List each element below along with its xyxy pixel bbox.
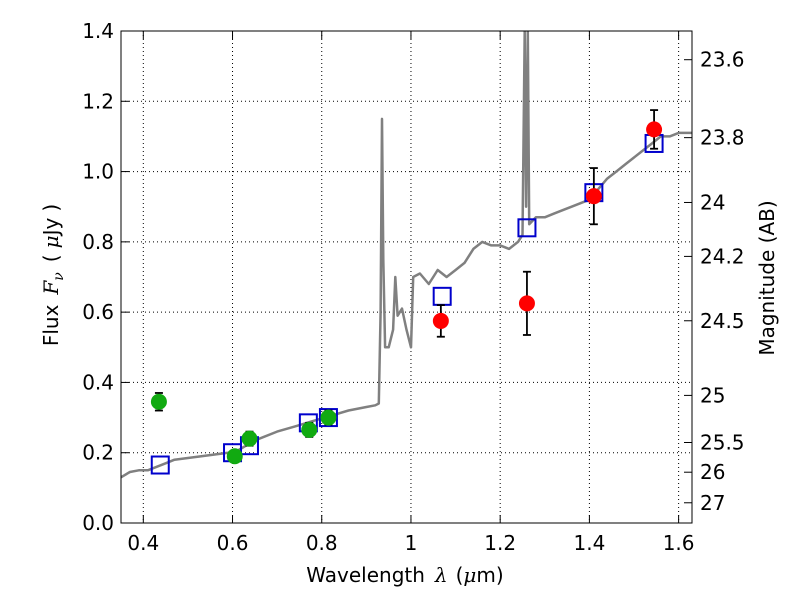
right-tick-label: 25 [700, 383, 725, 407]
x-tick-label: 1 [405, 531, 418, 555]
model-photometry-square [150, 455, 170, 475]
x-tick-label: 1.2 [484, 531, 516, 555]
axis-ticks: 0.4 0.6 0.8 1 1.2 1.4 1.6 0.0 0.2 0.4 0.6 0.8 1.0 1.2… [82, 19, 744, 555]
right-tick-label: 24.5 [700, 309, 745, 333]
observed-flux-point [518, 295, 535, 312]
model-photometry-square [318, 408, 338, 428]
y-tick-label: 1.0 [82, 160, 114, 184]
y-tick-label: 1.2 [82, 89, 114, 113]
y-tick-label: 0.4 [82, 370, 114, 394]
x-tick-label: 1.4 [573, 531, 605, 555]
x-tick-label: 0.4 [127, 531, 159, 555]
observed-flux-point [320, 409, 337, 426]
observed-flux-point [150, 393, 167, 410]
right-tick-label: 23.8 [700, 126, 745, 150]
right-tick-label: 26 [700, 460, 725, 484]
plot-content [121, 31, 692, 479]
y-tick-label: 0.2 [82, 441, 114, 465]
y-tick-label: 0.0 [82, 511, 114, 535]
x-tick-label: 0.8 [306, 531, 338, 555]
y-tick-label: 0.6 [82, 300, 114, 324]
plot-frame [120, 30, 693, 524]
right-tick-label: 24 [700, 190, 725, 214]
right-tick-label: 24.2 [700, 244, 745, 268]
observed-flux-point [301, 421, 318, 438]
x-tick-label: 0.6 [217, 531, 249, 555]
right-tick-label: 25.5 [700, 430, 745, 454]
y-axis-label: FluxFν(μJy) [39, 204, 67, 346]
right-tick-label: 27 [700, 491, 725, 515]
right-axis-label: Magnitude (AB) [755, 200, 779, 355]
right-tick-label: 23.6 [700, 48, 745, 72]
y-tick-label: 1.4 [82, 19, 114, 43]
grid-lines [121, 30, 692, 524]
observed-flux-point [646, 121, 663, 138]
model-photometry-square [432, 286, 452, 306]
observed-flux-point [226, 448, 243, 465]
observed-flux-point [241, 430, 258, 447]
model-spectrum-line [121, 31, 692, 479]
model-photometry-square [517, 218, 537, 238]
x-axis-label: Wavelength λ (μm) [306, 563, 503, 587]
observed-flux-point [432, 312, 449, 329]
observed-flux-point [585, 188, 602, 205]
x-tick-label: 1.6 [663, 531, 695, 555]
y-tick-label: 0.8 [82, 230, 114, 254]
